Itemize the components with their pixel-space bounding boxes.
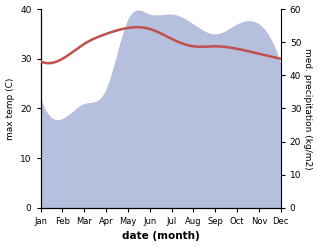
Y-axis label: max temp (C): max temp (C)	[5, 77, 15, 140]
X-axis label: date (month): date (month)	[122, 231, 200, 242]
Y-axis label: med. precipitation (kg/m2): med. precipitation (kg/m2)	[303, 48, 313, 169]
